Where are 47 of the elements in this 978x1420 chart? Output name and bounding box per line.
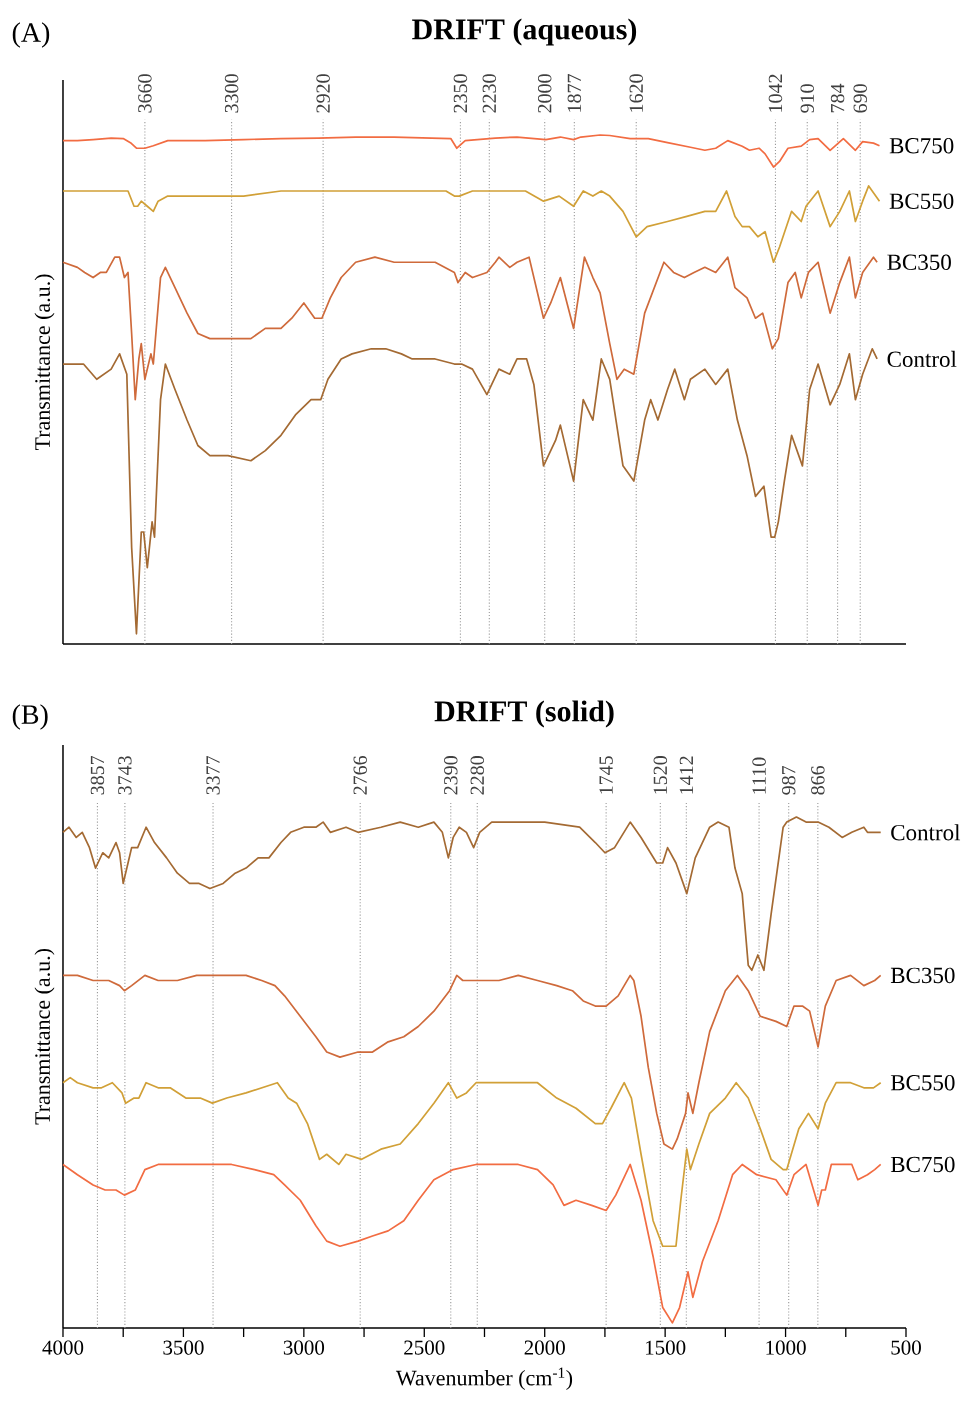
chart-title: DRIFT (solid) xyxy=(434,700,614,728)
ref-line-label: 2766 xyxy=(353,755,367,795)
series-label: Control xyxy=(891,824,961,841)
ref-line-label: 1412 xyxy=(679,756,693,794)
ref-line-label: 784 xyxy=(830,83,845,113)
ref-line-label: 3660 xyxy=(138,74,152,113)
ref-line-label: 1745 xyxy=(599,756,613,794)
ref-line-label: 2280 xyxy=(470,756,485,795)
x-tick-label: 1500 xyxy=(645,1340,686,1355)
x-tick-label: 500 xyxy=(891,1340,921,1355)
ref-line-label: 690 xyxy=(853,84,867,113)
ref-line-label: 1520 xyxy=(653,756,668,794)
series-label: BC550 xyxy=(889,193,954,209)
series-label: BC750 xyxy=(889,137,954,154)
x-tick-label: 2000 xyxy=(524,1340,565,1355)
ref-line-label: 2230 xyxy=(482,74,497,113)
series-label: BC350 xyxy=(890,967,955,984)
x-tick-label: 4000 xyxy=(42,1340,84,1355)
ref-line-label: 910 xyxy=(800,84,814,113)
text: (B) xyxy=(12,704,48,730)
chart-title: DRIFT (aqueous) xyxy=(412,18,637,46)
ref-line-label: 2000 xyxy=(537,74,552,113)
x-tick-label: 3000 xyxy=(283,1340,325,1355)
ref-line-label: 3857 xyxy=(90,755,105,795)
series-label: BC750 xyxy=(890,1156,955,1173)
ref-line-label: 1620 xyxy=(629,74,643,112)
x-tick-label: 1000 xyxy=(766,1340,806,1355)
ref-line-label: 2350 xyxy=(453,74,468,113)
series-label: Control xyxy=(887,350,957,368)
x-tick-label: 3500 xyxy=(163,1340,204,1355)
series-label: BC350 xyxy=(887,254,951,271)
ref-line-label: 3743 xyxy=(118,756,132,795)
ref-line-label: 1042 xyxy=(768,74,783,112)
ref-line-label: 2390 xyxy=(444,756,458,795)
ref-line-label: 987 xyxy=(781,765,796,795)
y-axis-title: Transmittance (a.u.) xyxy=(34,948,55,1125)
text: (A) xyxy=(12,22,50,48)
ref-line-label: 1877 xyxy=(567,74,582,112)
x-tick-label: 2500 xyxy=(404,1340,445,1355)
ref-line-label: 1110 xyxy=(752,757,766,794)
series-label: BC550 xyxy=(890,1074,955,1091)
x-axis-title: Wavenumber (cm$^{-1}$) xyxy=(395,1367,573,1390)
ref-line-label: 2920 xyxy=(316,74,330,113)
ref-line-label: 3300 xyxy=(224,74,239,113)
y-axis-title: Transmittance (a.u.) xyxy=(34,274,55,451)
ref-line-label: 866 xyxy=(811,765,825,795)
ref-line-label: 3377 xyxy=(206,755,220,795)
